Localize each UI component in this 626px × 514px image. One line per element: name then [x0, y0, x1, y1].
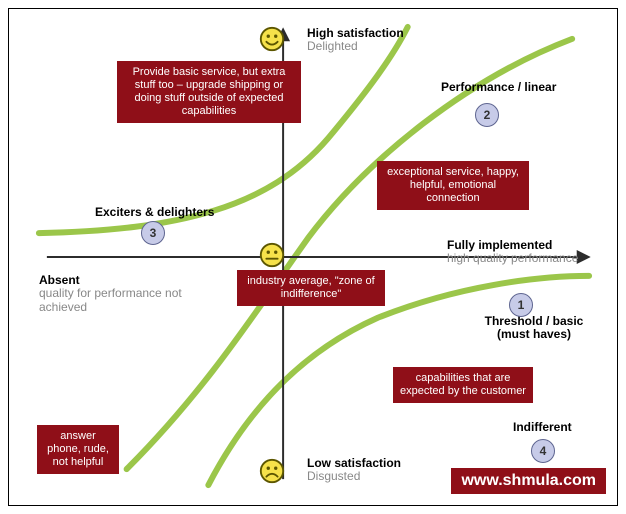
smiley-sad-icon [258, 457, 286, 485]
callout-expected: capabilities that are expected by the cu… [393, 367, 533, 403]
curve-label-threshold: Threshold / basic (must haves) [469, 315, 599, 342]
axis-label-right: Fully implementedhigh quality performanc… [447, 239, 578, 266]
smiley-neutral-icon [258, 241, 286, 269]
callout-rude: answer phone, rude, not helpful [37, 425, 119, 474]
badge-4: 4 [531, 439, 555, 463]
axis-label-bottom: Low satisfactionDisgusted [307, 457, 401, 484]
badge-3: 3 [141, 221, 165, 245]
badge-2: 2 [475, 103, 499, 127]
curve-exciters [39, 27, 408, 233]
callout-upgrade: Provide basic service, but extra stuff t… [117, 61, 301, 123]
axis-label-left: Absentquality for performance not achiev… [39, 274, 189, 314]
callout-industry: industry average, "zone of indifference" [237, 270, 385, 306]
callout-exceptional: exceptional service, happy, helpful, emo… [377, 161, 529, 210]
badge-1: 1 [509, 293, 533, 317]
axis-label-top: High satisfactionDelighted [307, 27, 404, 54]
site-badge: www.shmula.com [450, 467, 607, 495]
smiley-happy-icon [258, 25, 286, 53]
diagram-frame: High satisfactionDelighted Low satisfact… [8, 8, 618, 506]
curve-label-indifferent: Indifferent [513, 421, 572, 434]
curve-label-performance: Performance / linear [441, 81, 556, 94]
curve-label-exciters: Exciters & delighters [95, 206, 214, 219]
